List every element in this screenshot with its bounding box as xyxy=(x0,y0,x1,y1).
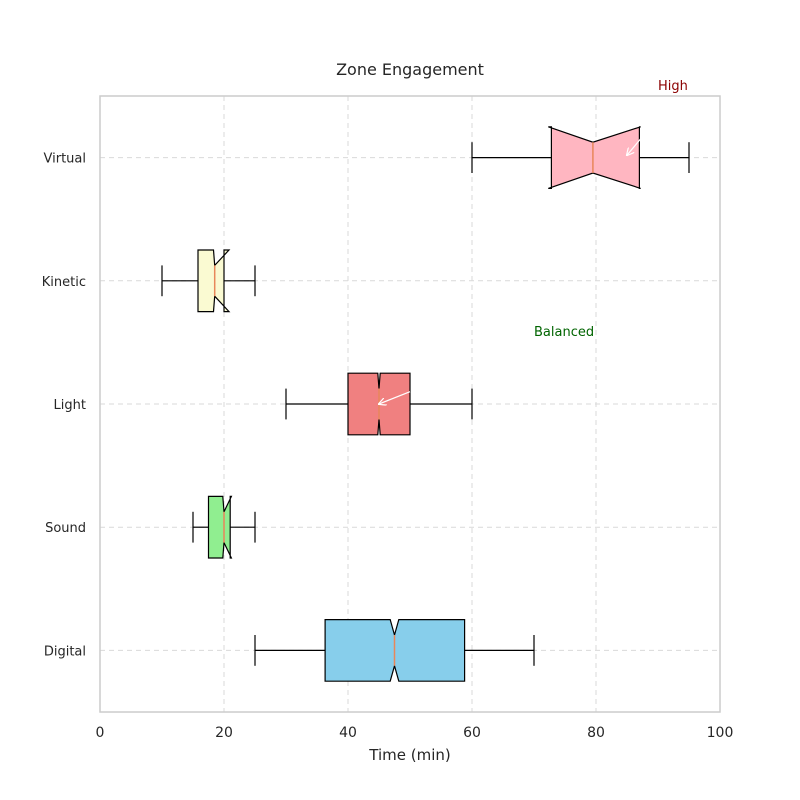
plot-frame xyxy=(99,95,721,713)
y-axis-ticks: Digital Sound Light Kinetic Virtual xyxy=(42,152,86,660)
box-body xyxy=(207,495,233,559)
annotation-high: High xyxy=(658,79,688,94)
x-axis-label: Time (min) xyxy=(368,746,450,764)
box-sound xyxy=(192,495,256,559)
x-tick-label: 60 xyxy=(463,725,481,741)
box-kinetic xyxy=(161,249,256,313)
annotation-arrow xyxy=(627,136,643,155)
annotation-arrow xyxy=(379,391,411,404)
x-tick-label: 40 xyxy=(339,725,357,741)
annotations: High Balanced xyxy=(379,79,688,404)
box-body xyxy=(548,126,641,189)
y-tick-label: Digital xyxy=(44,644,86,659)
annotation-balanced: Balanced xyxy=(534,325,594,340)
box-body xyxy=(197,249,231,313)
x-tick-label: 80 xyxy=(587,725,605,741)
y-tick-label: Sound xyxy=(45,521,86,536)
chart-title: Zone Engagement xyxy=(336,60,484,79)
box-digital xyxy=(254,619,535,682)
box-virtual xyxy=(471,126,690,189)
x-tick-label: 0 xyxy=(96,725,105,741)
x-tick-label: 20 xyxy=(215,725,233,741)
x-tick-label: 100 xyxy=(707,725,734,741)
y-tick-label: Light xyxy=(54,398,86,413)
y-tick-label: Virtual xyxy=(44,152,86,167)
box-series xyxy=(161,126,690,682)
y-tick-label: Kinetic xyxy=(42,275,86,290)
x-axis-ticks: 0 20 40 60 80 100 xyxy=(96,725,734,741)
